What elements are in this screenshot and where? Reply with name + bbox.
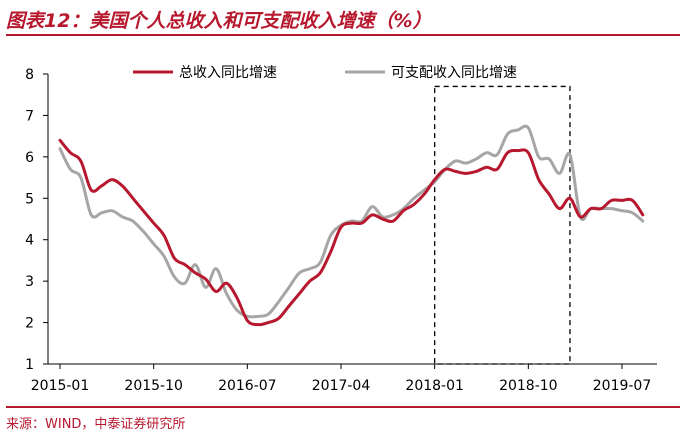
legend-label: 总收入同比增速 xyxy=(179,65,277,81)
x-tick-label: 2018-10 xyxy=(499,378,558,394)
legend-label: 可支配收入同比增速 xyxy=(391,65,517,81)
y-tick-label: 4 xyxy=(25,233,34,249)
x-tick-label: 2019-07 xyxy=(593,378,652,394)
legend-item-total-income: 总收入同比增速 xyxy=(133,65,277,81)
x-tick-label: 2018-01 xyxy=(405,378,464,394)
y-tick-label: 3 xyxy=(25,274,34,290)
legend: 总收入同比增速 可支配收入同比增速 xyxy=(133,65,517,81)
highlight-box xyxy=(434,85,571,365)
source-note: 来源：WIND，中泰证券研究所 xyxy=(6,417,186,432)
source-bar: 来源：WIND，中泰证券研究所 xyxy=(6,406,680,432)
y-tick-label: 7 xyxy=(25,108,34,124)
y-tick-label: 8 xyxy=(25,67,34,83)
x-tick-label: 2016-07 xyxy=(218,378,277,394)
chart-title: 图表12：美国个人总收入和可支配收入增速（%） xyxy=(6,10,432,32)
x-tick-label: 2015-10 xyxy=(124,378,183,394)
y-tick-label: 1 xyxy=(25,357,34,373)
y-tick-label: 5 xyxy=(25,191,34,207)
chart-axes: 1 2 3 4 5 6 7 8 2015-01 2015-10 2016-07 2017-04 2018… xyxy=(25,67,657,394)
legend-item-disposable-income: 可支配收入同比增速 xyxy=(345,65,517,81)
x-tick-label: 2017-04 xyxy=(312,378,371,394)
series-group xyxy=(58,124,645,327)
series-line-total-income xyxy=(58,138,645,327)
highlight-box-group xyxy=(434,85,571,365)
y-tick-label: 6 xyxy=(25,150,34,166)
x-tick-label: 2015-01 xyxy=(31,378,90,394)
y-tick-label: 2 xyxy=(25,316,34,332)
title-bar: 图表12：美国个人总收入和可支配收入增速（%） xyxy=(6,4,680,36)
series-line-disposable-income xyxy=(58,124,645,319)
